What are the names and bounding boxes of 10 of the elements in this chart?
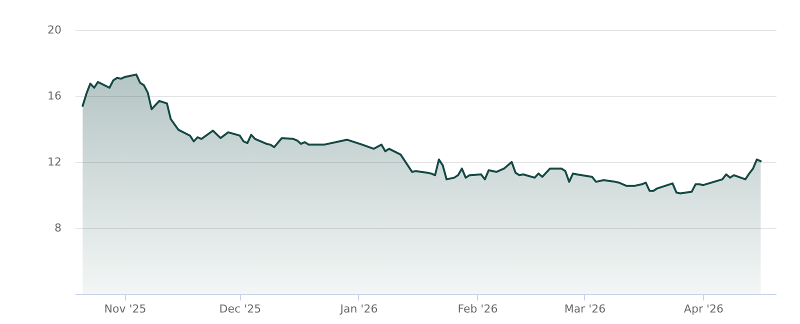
y-tick-label: 12	[48, 156, 62, 168]
x-tick-label: Feb '26	[458, 302, 498, 316]
x-tick-label: Mar '26	[564, 302, 606, 316]
x-tick-label: Jan '26	[339, 302, 378, 316]
y-tick-label: 20	[48, 24, 62, 36]
x-tick-label: Nov '25	[104, 302, 146, 316]
x-tick-label: Apr '26	[684, 302, 724, 316]
y-tick-label: 8	[54, 222, 62, 234]
y-tick-label: 16	[48, 90, 62, 102]
x-tick-label: Dec '25	[219, 302, 262, 316]
